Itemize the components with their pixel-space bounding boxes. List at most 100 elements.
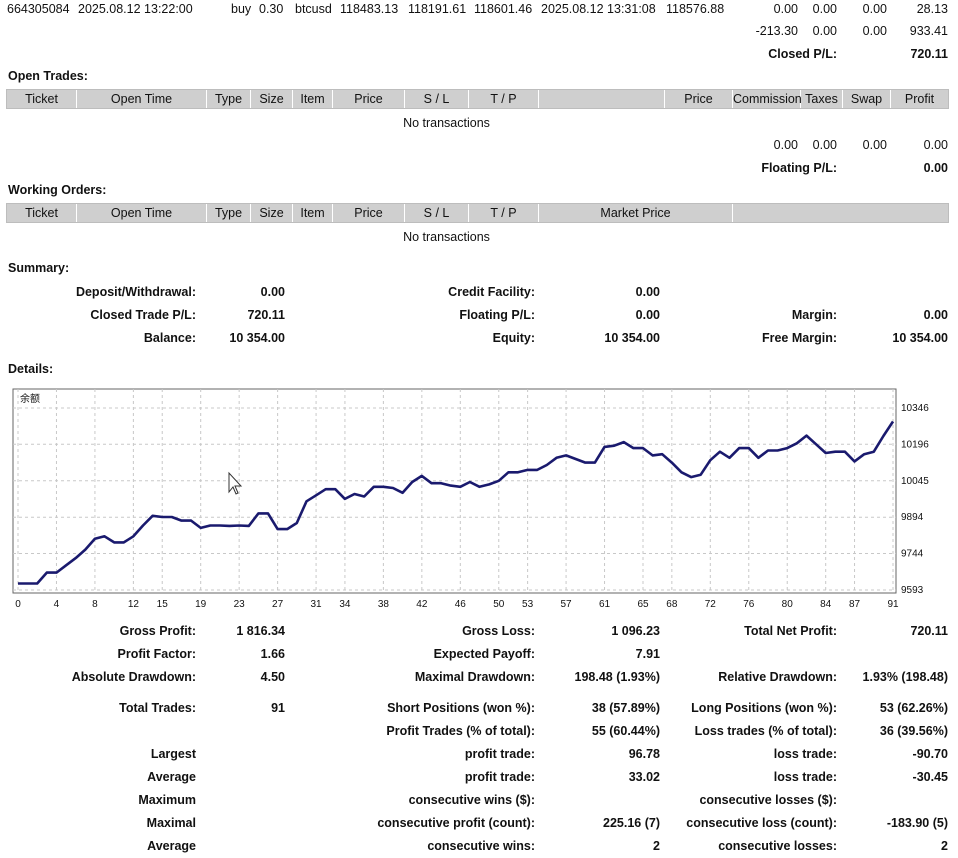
summary-floating-label: Floating P/L: xyxy=(459,308,535,322)
y-tick-label: 9894 xyxy=(901,512,924,523)
max-losses-label: consecutive losses ($): xyxy=(699,793,837,807)
loss-trades-value: 36 (39.56%) xyxy=(879,724,948,738)
largest-profit-label: profit trade: xyxy=(464,747,535,761)
net-profit-label: Total Net Profit: xyxy=(744,624,837,638)
x-tick-label: 57 xyxy=(561,599,573,610)
deal-taxes: 0.00 xyxy=(812,2,837,16)
col-commission: Commission xyxy=(733,90,802,108)
open-swap-total: 0.00 xyxy=(862,138,887,152)
avg-wins-label: consecutive wins: xyxy=(427,839,535,853)
deal-size: 0.30 xyxy=(259,2,284,16)
closed-swap-total: 0.00 xyxy=(862,24,887,38)
equity-value: 10 354.00 xyxy=(604,331,660,345)
rel-drawdown-value: 1.93% (198.48) xyxy=(862,670,948,684)
max-wins-label: consecutive wins ($): xyxy=(408,793,535,807)
margin-value: 0.00 xyxy=(923,308,948,322)
equity-label: Equity: xyxy=(492,331,535,345)
long-positions-label: Long Positions (won %): xyxy=(691,701,837,715)
gross-loss-value: 1 096.23 xyxy=(611,624,660,638)
col-item: Item xyxy=(293,204,333,222)
col-sl: S / L xyxy=(405,204,469,222)
col-blank xyxy=(539,90,665,108)
col-price: Price xyxy=(333,204,405,222)
avg-losses-value: 2 xyxy=(941,839,948,853)
y-tick-label: 10346 xyxy=(901,403,929,414)
free-margin-label: Free Margin: xyxy=(761,331,837,345)
closed-trade-value: 720.11 xyxy=(247,308,285,322)
col-tp: T / P xyxy=(469,90,539,108)
x-axis: 0 4 8 12 15 19 23 27 31 34 38 42 46 50 53 57 61 65 68 72 76 8… xyxy=(15,599,899,610)
avg-loss-label: loss trade: xyxy=(773,770,837,784)
col-market-price: Price xyxy=(665,90,733,108)
col-size: Size xyxy=(251,90,293,108)
x-tick-label: 84 xyxy=(820,599,832,610)
balance-label: Balance: xyxy=(143,331,196,345)
summary-title: Summary: xyxy=(8,261,70,275)
col-swap: Swap xyxy=(843,90,891,108)
maximal-loss-label: consecutive loss (count): xyxy=(686,816,837,830)
short-positions-label: Short Positions (won %): xyxy=(387,701,535,715)
working-orders-header: Ticket Open Time Type Size Item Price S … xyxy=(6,203,949,223)
x-tick-label: 12 xyxy=(128,599,140,610)
x-tick-label: 31 xyxy=(311,599,323,610)
largest-loss-value: -90.70 xyxy=(912,747,948,761)
x-tick-label: 68 xyxy=(666,599,678,610)
average2-label: Average xyxy=(147,839,196,853)
x-tick-label: 19 xyxy=(195,599,207,610)
total-trades-label: Total Trades: xyxy=(119,701,196,715)
col-ticket: Ticket xyxy=(7,204,77,222)
col-open-time: Open Time xyxy=(77,204,207,222)
x-tick-label: 50 xyxy=(493,599,505,610)
profit-trades-label: Profit Trades (% of total): xyxy=(386,724,535,738)
open-taxes-total: 0.00 xyxy=(812,138,837,152)
x-tick-label: 46 xyxy=(455,599,467,610)
col-tp: T / P xyxy=(469,204,539,222)
net-profit-value: 720.11 xyxy=(910,624,948,638)
credit-value: 0.00 xyxy=(635,285,660,299)
max-drawdown-label: Maximal Drawdown: xyxy=(414,670,535,684)
abs-drawdown-value: 4.50 xyxy=(260,670,285,684)
y-tick-label: 9744 xyxy=(901,549,924,560)
deal-ticket: 664305084 xyxy=(7,2,70,16)
col-type: Type xyxy=(207,90,251,108)
x-tick-label: 61 xyxy=(599,599,611,610)
open-trades-empty: No transactions xyxy=(403,116,490,130)
x-tick-label: 0 xyxy=(15,599,21,610)
avg-wins-value: 2 xyxy=(653,839,660,853)
rel-drawdown-label: Relative Drawdown: xyxy=(718,670,837,684)
profit-factor-label: Profit Factor: xyxy=(117,647,196,661)
closed-pl-value: 720.11 xyxy=(910,47,948,61)
avg-losses-label: consecutive losses: xyxy=(718,839,837,853)
balance-chart: 0 4 8 12 15 19 23 27 31 34 38 42 46 50 53 57 61 65 68 72 76 8… xyxy=(12,388,929,610)
balance-value: 10 354.00 xyxy=(229,331,285,345)
col-size: Size xyxy=(251,204,293,222)
margin-label: Margin: xyxy=(791,308,837,322)
deal-item: btcusd xyxy=(295,2,332,16)
deal-commission: 0.00 xyxy=(773,2,798,16)
y-tick-label: 10196 xyxy=(901,439,929,450)
deal-sl: 118191.61 xyxy=(408,2,467,16)
x-tick-label: 38 xyxy=(378,599,390,610)
gross-loss-label: Gross Loss: xyxy=(462,624,535,638)
maximal-label: Maximal xyxy=(146,816,196,830)
largest-loss-label: loss trade: xyxy=(773,747,837,761)
deal-open-time: 2025.08.12 13:22:00 xyxy=(78,2,193,16)
deal-profit: 28.13 xyxy=(916,2,948,16)
chart-title: 余额 xyxy=(20,392,40,405)
gross-profit-label: Gross Profit: xyxy=(119,624,196,638)
floating-pl-label: Floating P/L: xyxy=(761,161,837,175)
col-item: Item xyxy=(293,90,333,108)
closed-profit-total: 933.41 xyxy=(909,24,948,38)
credit-label: Credit Facility: xyxy=(448,285,535,299)
total-trades-value: 91 xyxy=(271,701,285,715)
avg-profit-label: profit trade: xyxy=(464,770,535,784)
deal-tp: 118601.46 xyxy=(474,2,533,16)
deposit-value: 0.00 xyxy=(260,285,285,299)
loss-trades-label: Loss trades (% of total): xyxy=(694,724,837,738)
col-price: Price xyxy=(333,90,405,108)
expected-payoff-value: 7.91 xyxy=(635,647,660,661)
x-tick-label: 15 xyxy=(157,599,169,610)
x-tick-label: 76 xyxy=(743,599,755,610)
deal-swap: 0.00 xyxy=(862,2,887,16)
deal-type: buy xyxy=(231,2,252,16)
